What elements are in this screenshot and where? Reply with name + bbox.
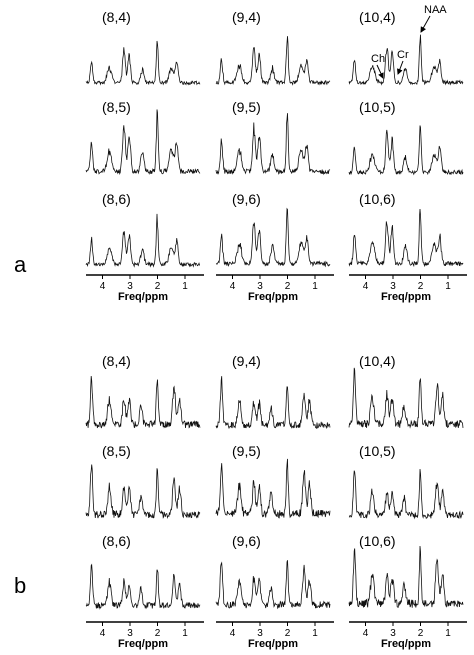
tick-label: 1 <box>182 281 188 292</box>
spectrum <box>215 560 331 610</box>
tick-label: 3 <box>390 628 396 639</box>
spectrum <box>215 207 331 268</box>
axis-title: Freq/ppm <box>248 291 298 303</box>
tick-label: 4 <box>100 281 106 292</box>
voxel-label: (10,6) <box>359 533 396 549</box>
tick-label: 2 <box>418 628 424 639</box>
tick-label: 2 <box>285 281 291 292</box>
voxel-label: (8,6) <box>102 533 131 549</box>
tick-label: 4 <box>230 281 236 292</box>
voxel-label: (9,5) <box>232 99 261 115</box>
tick-label: 4 <box>363 281 369 292</box>
voxel-label: (10,5) <box>359 99 396 115</box>
spectrum <box>85 464 201 520</box>
voxel-label: (8,5) <box>102 443 131 459</box>
voxel-label: (8,5) <box>102 99 131 115</box>
tick-label: 4 <box>230 628 236 639</box>
voxel-label: (8,6) <box>102 191 131 207</box>
voxel-label: (9,4) <box>232 353 261 369</box>
voxel-label: (10,5) <box>359 443 396 459</box>
annotation: Ch <box>371 53 385 65</box>
spectrum <box>85 563 201 610</box>
spectrum <box>215 376 331 430</box>
spectrum <box>348 125 464 176</box>
axis-title: Freq/ppm <box>248 638 298 650</box>
annotation: NAA <box>424 4 447 16</box>
voxel-label: (9,5) <box>232 443 261 459</box>
tick-label: 1 <box>312 281 318 292</box>
tick-label: 1 <box>445 281 451 292</box>
spectrum <box>348 367 464 429</box>
tick-label: 2 <box>285 628 291 639</box>
spectrum <box>85 375 201 429</box>
spectrum <box>348 469 464 520</box>
tick-label: 3 <box>390 281 396 292</box>
tick-label: 3 <box>257 628 263 639</box>
annotation-arrow <box>376 64 384 79</box>
voxel-label: (9,6) <box>232 533 261 549</box>
panel-letter: b <box>14 573 26 598</box>
voxel-label: (10,4) <box>359 353 396 369</box>
spectrum <box>85 213 200 268</box>
tick-label: 4 <box>363 628 369 639</box>
spectrum <box>85 109 201 175</box>
tick-label: 3 <box>127 281 133 292</box>
spectrum <box>348 545 464 608</box>
tick-label: 1 <box>182 628 188 639</box>
spectrum <box>348 34 464 86</box>
annotation-arrow <box>396 60 404 75</box>
tick-label: 1 <box>445 628 451 639</box>
voxel-label: (8,4) <box>102 9 131 25</box>
annotation: Cr <box>397 49 409 61</box>
voxel-label: (9,6) <box>232 191 261 207</box>
voxel-label: (10,6) <box>359 191 396 207</box>
tick-label: 1 <box>312 628 318 639</box>
spectrum <box>85 40 201 86</box>
tick-label: 2 <box>418 281 424 292</box>
voxel-label: (9,4) <box>232 9 261 25</box>
tick-label: 4 <box>100 628 106 639</box>
axis-title: Freq/ppm <box>381 638 431 650</box>
spectrum <box>348 208 464 268</box>
voxel-label: (10,4) <box>359 9 396 25</box>
axis-title: Freq/ppm <box>381 291 431 303</box>
tick-label: 2 <box>155 628 161 639</box>
annotation-arrow <box>420 15 431 33</box>
tick-label: 3 <box>257 281 263 292</box>
axis-title: Freq/ppm <box>118 291 168 303</box>
spectrum <box>215 36 331 86</box>
panel-letter: a <box>14 252 27 277</box>
tick-label: 3 <box>127 628 133 639</box>
spectrum <box>215 113 331 176</box>
voxel-label: (8,4) <box>102 353 131 369</box>
axis-title: Freq/ppm <box>118 638 168 650</box>
spectrum <box>215 458 331 519</box>
tick-label: 2 <box>155 281 161 292</box>
